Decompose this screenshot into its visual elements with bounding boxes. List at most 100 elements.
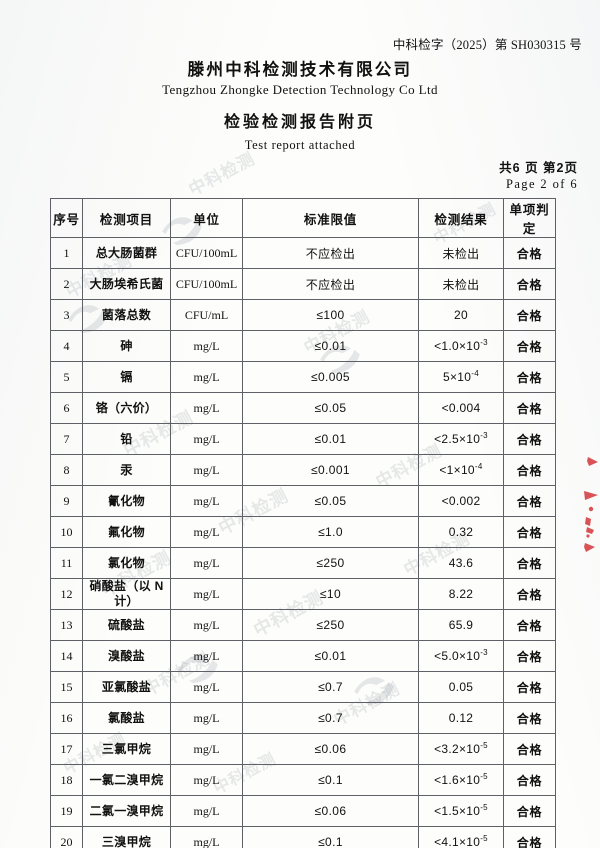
table-row: 9 氰化物 mg/L ≤0.05 <0.002 合格 <box>50 485 556 518</box>
cell-unit: mg/L <box>170 609 243 642</box>
test-results-table: 序号 检测项目 单位 标准限值 检测结果 单项判定 1 总大肠菌群 CFU/100m… <box>50 198 556 848</box>
cell-standard-limit: ≤0.7 <box>242 671 419 704</box>
cell-standard-limit: ≤0.05 <box>242 485 419 518</box>
cell-sequence-number: 8 <box>50 454 83 487</box>
cell-judgement: 合格 <box>503 733 556 766</box>
cell-judgement: 合格 <box>503 547 556 580</box>
header-no: 序号 <box>50 198 83 239</box>
cell-result: 43.6 <box>418 547 504 580</box>
header-result: 检测结果 <box>418 198 504 239</box>
report-title-cn: 检验检测报告附页 <box>223 114 376 131</box>
cell-unit: mg/L <box>170 516 243 549</box>
cell-test-item: 汞 <box>82 454 171 487</box>
cell-test-item: 氰化物 <box>82 485 171 518</box>
cell-unit: CFU/100mL <box>170 268 243 301</box>
cell-sequence-number: 15 <box>50 671 83 704</box>
cell-standard-limit: ≤0.1 <box>242 764 419 797</box>
cell-judgement: 合格 <box>503 361 556 394</box>
cell-judgement: 合格 <box>503 764 556 797</box>
cell-judgement: 合格 <box>503 268 556 301</box>
cell-judgement: 合格 <box>503 485 556 518</box>
cell-standard-limit: ≤250 <box>242 547 419 580</box>
cell-result: <2.5×10-3 <box>418 423 504 456</box>
cell-sequence-number: 19 <box>50 795 83 828</box>
cell-test-item: 溴酸盐 <box>82 640 171 673</box>
cell-judgement: 合格 <box>503 640 556 673</box>
cell-sequence-number: 12 <box>50 578 83 611</box>
cell-sequence-number: 10 <box>50 516 83 549</box>
table-row: 16 氯酸盐 mg/L ≤0.7 0.12 合格 <box>50 702 556 735</box>
cell-test-item: 硫酸盐 <box>82 609 171 642</box>
cell-sequence-number: 5 <box>50 361 83 394</box>
result-exponent: -5 <box>480 834 488 844</box>
cell-test-item: 菌落总数 <box>82 299 171 332</box>
cell-sequence-number: 4 <box>50 330 83 363</box>
table-row: 7 铅 mg/L ≤0.01 <2.5×10-3 合格 <box>50 423 556 456</box>
cell-unit: mg/L <box>170 392 243 425</box>
cell-result: <1×10-4 <box>418 454 504 487</box>
cell-unit: CFU/100mL <box>170 237 243 270</box>
report-number: 中科检字（2025）第 SH030315 号 <box>392 38 582 52</box>
cell-standard-limit: 不应检出 <box>242 237 419 270</box>
cell-standard-limit: ≤0.01 <box>242 423 419 456</box>
cell-judgement: 合格 <box>503 330 556 363</box>
cell-standard-limit: ≤0.01 <box>242 330 419 363</box>
table-row: 14 溴酸盐 mg/L ≤0.01 <5.0×10-3 合格 <box>50 640 556 673</box>
header-unit: 单位 <box>170 198 243 239</box>
cell-test-item: 氟化物 <box>82 516 171 549</box>
cell-result: 0.05 <box>418 671 504 704</box>
cell-unit: mg/L <box>170 454 243 487</box>
cell-standard-limit: ≤0.001 <box>242 454 419 487</box>
cell-result: <5.0×10-3 <box>418 640 504 673</box>
cell-unit: mg/L <box>170 330 243 363</box>
cell-sequence-number: 7 <box>50 423 83 456</box>
table-body: 1 总大肠菌群 CFU/100mL 不应检出 未检出 合格 2 大肠埃希氏菌 CFU/100mL… <box>50 237 556 848</box>
cell-standard-limit: ≤0.1 <box>242 826 419 848</box>
cell-unit: mg/L <box>170 733 243 766</box>
cell-test-item: 铅 <box>82 423 171 456</box>
cell-standard-limit: ≤250 <box>242 609 419 642</box>
result-exponent: -3 <box>480 431 488 441</box>
cell-test-item: 一氯二溴甲烷 <box>82 764 171 797</box>
header-standard: 标准限值 <box>242 198 419 239</box>
cell-judgement: 合格 <box>503 795 556 828</box>
cell-result: <0.002 <box>418 485 504 518</box>
cell-judgement: 合格 <box>503 237 556 270</box>
cell-sequence-number: 6 <box>50 392 83 425</box>
result-exponent: -5 <box>480 772 488 782</box>
cell-sequence-number: 14 <box>50 640 83 673</box>
cell-judgement: 合格 <box>503 423 556 456</box>
cell-judgement: 合格 <box>503 392 556 425</box>
cell-result: <1.0×10-3 <box>418 330 504 363</box>
cell-sequence-number: 18 <box>50 764 83 797</box>
cell-standard-limit: ≤0.005 <box>242 361 419 394</box>
company-name-en: Tengzhou Zhongke Detection Technology Co… <box>162 82 438 97</box>
cell-standard-limit: ≤0.06 <box>242 795 419 828</box>
result-exponent: -5 <box>480 741 488 751</box>
cell-unit: mg/L <box>170 640 243 673</box>
cell-result: 20 <box>418 299 504 332</box>
result-exponent: -5 <box>480 803 488 813</box>
table-row: 15 亚氯酸盐 mg/L ≤0.7 0.05 合格 <box>50 671 556 704</box>
table-row: 6 铬（六价） mg/L ≤0.05 <0.004 合格 <box>50 392 556 425</box>
cell-test-item: 铬（六价） <box>82 392 171 425</box>
table-row: 17 三氯甲烷 mg/L ≤0.06 <3.2×10-5 合格 <box>50 733 556 766</box>
cell-unit: mg/L <box>170 764 243 797</box>
cell-result: 8.22 <box>418 578 504 611</box>
table-row: 1 总大肠菌群 CFU/100mL 不应检出 未检出 合格 <box>50 237 556 270</box>
cell-unit: mg/L <box>170 578 243 611</box>
cell-judgement: 合格 <box>503 609 556 642</box>
table-row: 5 镉 mg/L ≤0.005 5×10-4 合格 <box>50 361 556 394</box>
table-row: 18 一氯二溴甲烷 mg/L ≤0.1 <1.6×10-5 合格 <box>50 764 556 797</box>
cell-result: 65.9 <box>418 609 504 642</box>
cell-sequence-number: 20 <box>50 826 83 848</box>
cell-test-item: 二氯一溴甲烷 <box>82 795 171 828</box>
cell-unit: mg/L <box>170 702 243 735</box>
red-seal-fragment <box>584 457 598 552</box>
cell-judgement: 合格 <box>503 516 556 549</box>
cell-result: <3.2×10-5 <box>418 733 504 766</box>
cell-sequence-number: 13 <box>50 609 83 642</box>
cell-standard-limit: ≤0.05 <box>242 392 419 425</box>
cell-test-item: 三氯甲烷 <box>82 733 171 766</box>
